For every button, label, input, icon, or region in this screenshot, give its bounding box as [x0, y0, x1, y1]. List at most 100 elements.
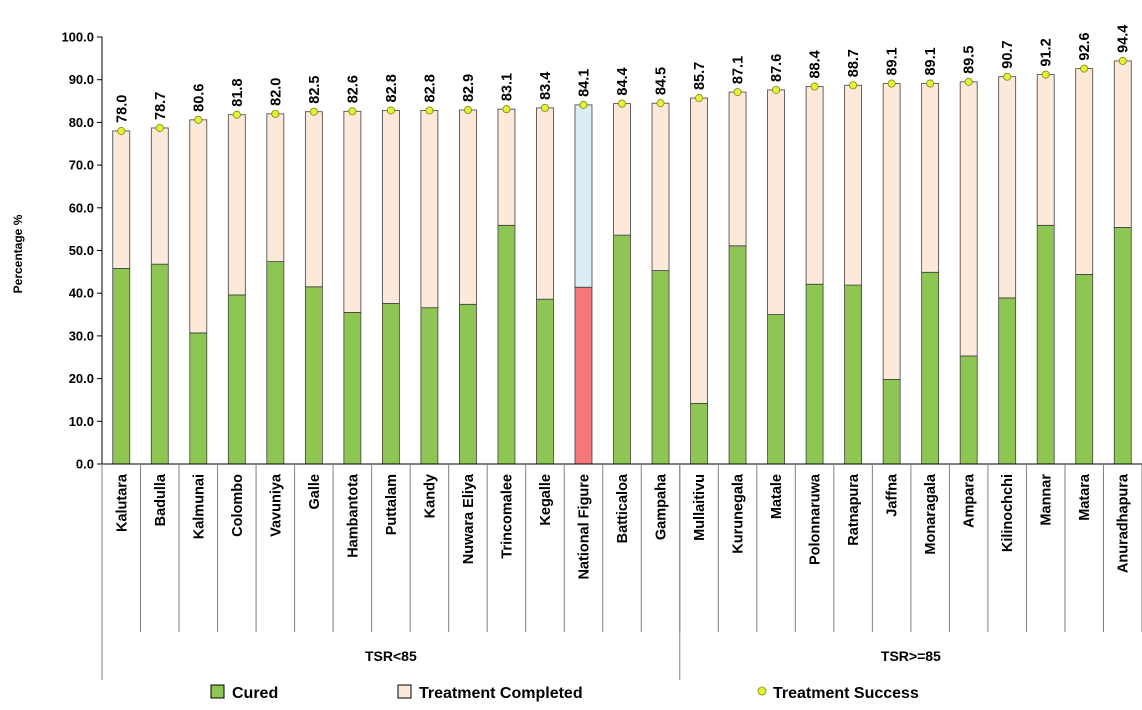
data-label-kalutara: 78.0 — [114, 95, 130, 123]
bar-cured-mullaitivu — [690, 402, 708, 465]
point-treatment-success-kalutara — [117, 126, 126, 135]
data-label-hambantota: 82.6 — [345, 75, 361, 103]
category-label-kegalle: Kegalle — [538, 474, 554, 526]
y-tick-label: 60.0 — [69, 200, 94, 215]
y-tick-label: 70.0 — [69, 158, 94, 173]
bar-treatment-completed-kandy — [420, 110, 439, 309]
bar-cured-kalmunai — [189, 332, 208, 465]
point-treatment-success-kandy — [425, 106, 434, 115]
bar-cured-galle — [304, 286, 323, 465]
axes-layer: 0.0 10.0 20.0 30.0 40.0 50.0 60.0 70.0 80.0 90.0 1… — [61, 30, 1142, 680]
point-treatment-success-kegalle — [540, 103, 549, 112]
category-label-puttalam: Puttalam — [384, 474, 400, 535]
bar-cured-kalutara — [112, 268, 131, 465]
legend-item-treatment-success: Treatment Success — [757, 685, 919, 702]
bar-cured-anuradhapura — [1113, 227, 1132, 465]
category-label-kurunegala: Kurunegala — [731, 473, 747, 554]
bar-treatment-completed-national-figure — [574, 104, 593, 288]
data-label-anuradhapura: 94.4 — [1116, 25, 1132, 53]
data-label-galle: 82.5 — [307, 75, 323, 103]
category-label-kalmunai: Kalmunai — [191, 474, 207, 539]
data-label-kegalle: 83.4 — [538, 72, 554, 100]
data-label-colombo: 81.8 — [230, 78, 246, 106]
category-label-colombo: Colombo — [230, 474, 246, 537]
bar-cured-jaffna — [882, 379, 901, 465]
data-label-kilinochchi: 90.7 — [1000, 40, 1016, 68]
point-treatment-success-kalmunai — [194, 115, 203, 124]
category-label-trincomalee: Trincomalee — [499, 474, 515, 559]
point-treatment-success-matale — [772, 85, 781, 94]
bar-treatment-completed-monaragala — [921, 83, 940, 273]
category-label-mullaitivu: Mullaitivu — [692, 474, 708, 541]
point-treatment-success-polonnaruwa — [810, 82, 819, 91]
bar-treatment-completed-kegalle — [536, 107, 554, 300]
data-label-kalmunai: 80.6 — [191, 84, 207, 112]
data-label-kandy: 82.8 — [422, 74, 438, 102]
bar-treatment-completed-hambantota — [343, 110, 362, 313]
legend-swatch-treatment-completed — [397, 684, 412, 699]
data-label-matara: 92.6 — [1077, 32, 1093, 60]
y-tick-label: 40.0 — [69, 286, 94, 301]
point-treatment-success-matara — [1080, 64, 1089, 73]
y-tick-label: 0.0 — [76, 457, 94, 472]
bar-treatment-completed-ampara — [959, 81, 978, 357]
point-treatment-success-mannar — [1041, 70, 1050, 79]
category-label-matara: Matara — [1077, 473, 1093, 521]
bar-cured-trincomalee — [497, 224, 516, 465]
bar-cured-national-figure — [574, 286, 593, 465]
bar-cured-batticaloa — [613, 234, 631, 465]
data-label-trincomalee: 83.1 — [499, 73, 515, 101]
point-treatment-success-vavuniya — [271, 109, 280, 118]
bars-layer — [112, 60, 1132, 465]
bar-cured-mannar — [1036, 224, 1055, 465]
bar-treatment-completed-kalmunai — [189, 119, 208, 334]
points-layer — [117, 56, 1127, 135]
legend-item-treatment-completed: Treatment Completed — [397, 684, 583, 702]
data-label-nuwara-eliya: 82.9 — [461, 74, 477, 102]
bar-treatment-completed-batticaloa — [613, 103, 631, 236]
data-label-mullaitivu: 85.7 — [692, 62, 708, 90]
bar-treatment-completed-kalutara — [112, 130, 131, 269]
bar-cured-vavuniya — [266, 261, 285, 465]
data-label-polonnaruwa: 88.4 — [808, 50, 824, 78]
category-label-nuwara-eliya: Nuwara Eliya — [461, 473, 477, 564]
category-label-badulla: Badulla — [153, 473, 169, 526]
bar-treatment-completed-galle — [304, 111, 323, 288]
point-treatment-success-colombo — [232, 110, 241, 119]
bar-treatment-completed-trincomalee — [497, 108, 516, 226]
y-tick-label: 30.0 — [69, 328, 94, 343]
y-tick-label: 20.0 — [69, 371, 94, 386]
point-treatment-success-batticaloa — [618, 99, 627, 108]
data-label-gampaha: 84.5 — [654, 67, 670, 95]
bar-cured-hambantota — [343, 312, 362, 465]
bar-treatment-completed-matale — [767, 89, 785, 315]
data-label-ratnapura: 88.7 — [846, 49, 862, 77]
y-tick-label: 90.0 — [69, 72, 94, 87]
point-treatment-success-trincomalee — [502, 105, 511, 114]
bar-cured-gampaha — [651, 270, 670, 465]
data-label-badulla: 78.7 — [153, 92, 169, 120]
bar-cured-colombo — [227, 294, 246, 465]
category-label-galle: Galle — [307, 474, 323, 509]
bar-cured-ratnapura — [844, 284, 863, 465]
bar-treatment-completed-vavuniya — [266, 113, 285, 263]
group-label-0: TSR<85 — [365, 648, 417, 664]
category-label-mannar: Mannar — [1039, 474, 1055, 526]
data-label-kurunegala: 87.1 — [731, 56, 747, 84]
labels-layer: 78.0 Kalutara 78.7 Badulla 80.6 Kalmunai 81.8 C… — [114, 25, 1131, 580]
legend-marker-treatment-success — [757, 686, 767, 696]
category-label-monaragala: Monaragala — [923, 473, 939, 555]
legend-swatch-cured — [210, 684, 225, 699]
bar-cured-puttalam — [381, 303, 400, 465]
data-label-batticaloa: 84.4 — [615, 67, 631, 95]
category-label-hambantota: Hambantota — [345, 473, 361, 558]
category-label-polonnaruwa: Polonnaruwa — [808, 473, 824, 565]
bar-treatment-completed-colombo — [227, 114, 246, 296]
point-treatment-success-galle — [309, 107, 318, 116]
bar-treatment-completed-badulla — [150, 127, 169, 265]
category-label-ratnapura: Ratnapura — [846, 473, 862, 546]
data-label-vavuniya: 82.0 — [268, 78, 284, 106]
legend-label-cured: Cured — [232, 685, 278, 702]
